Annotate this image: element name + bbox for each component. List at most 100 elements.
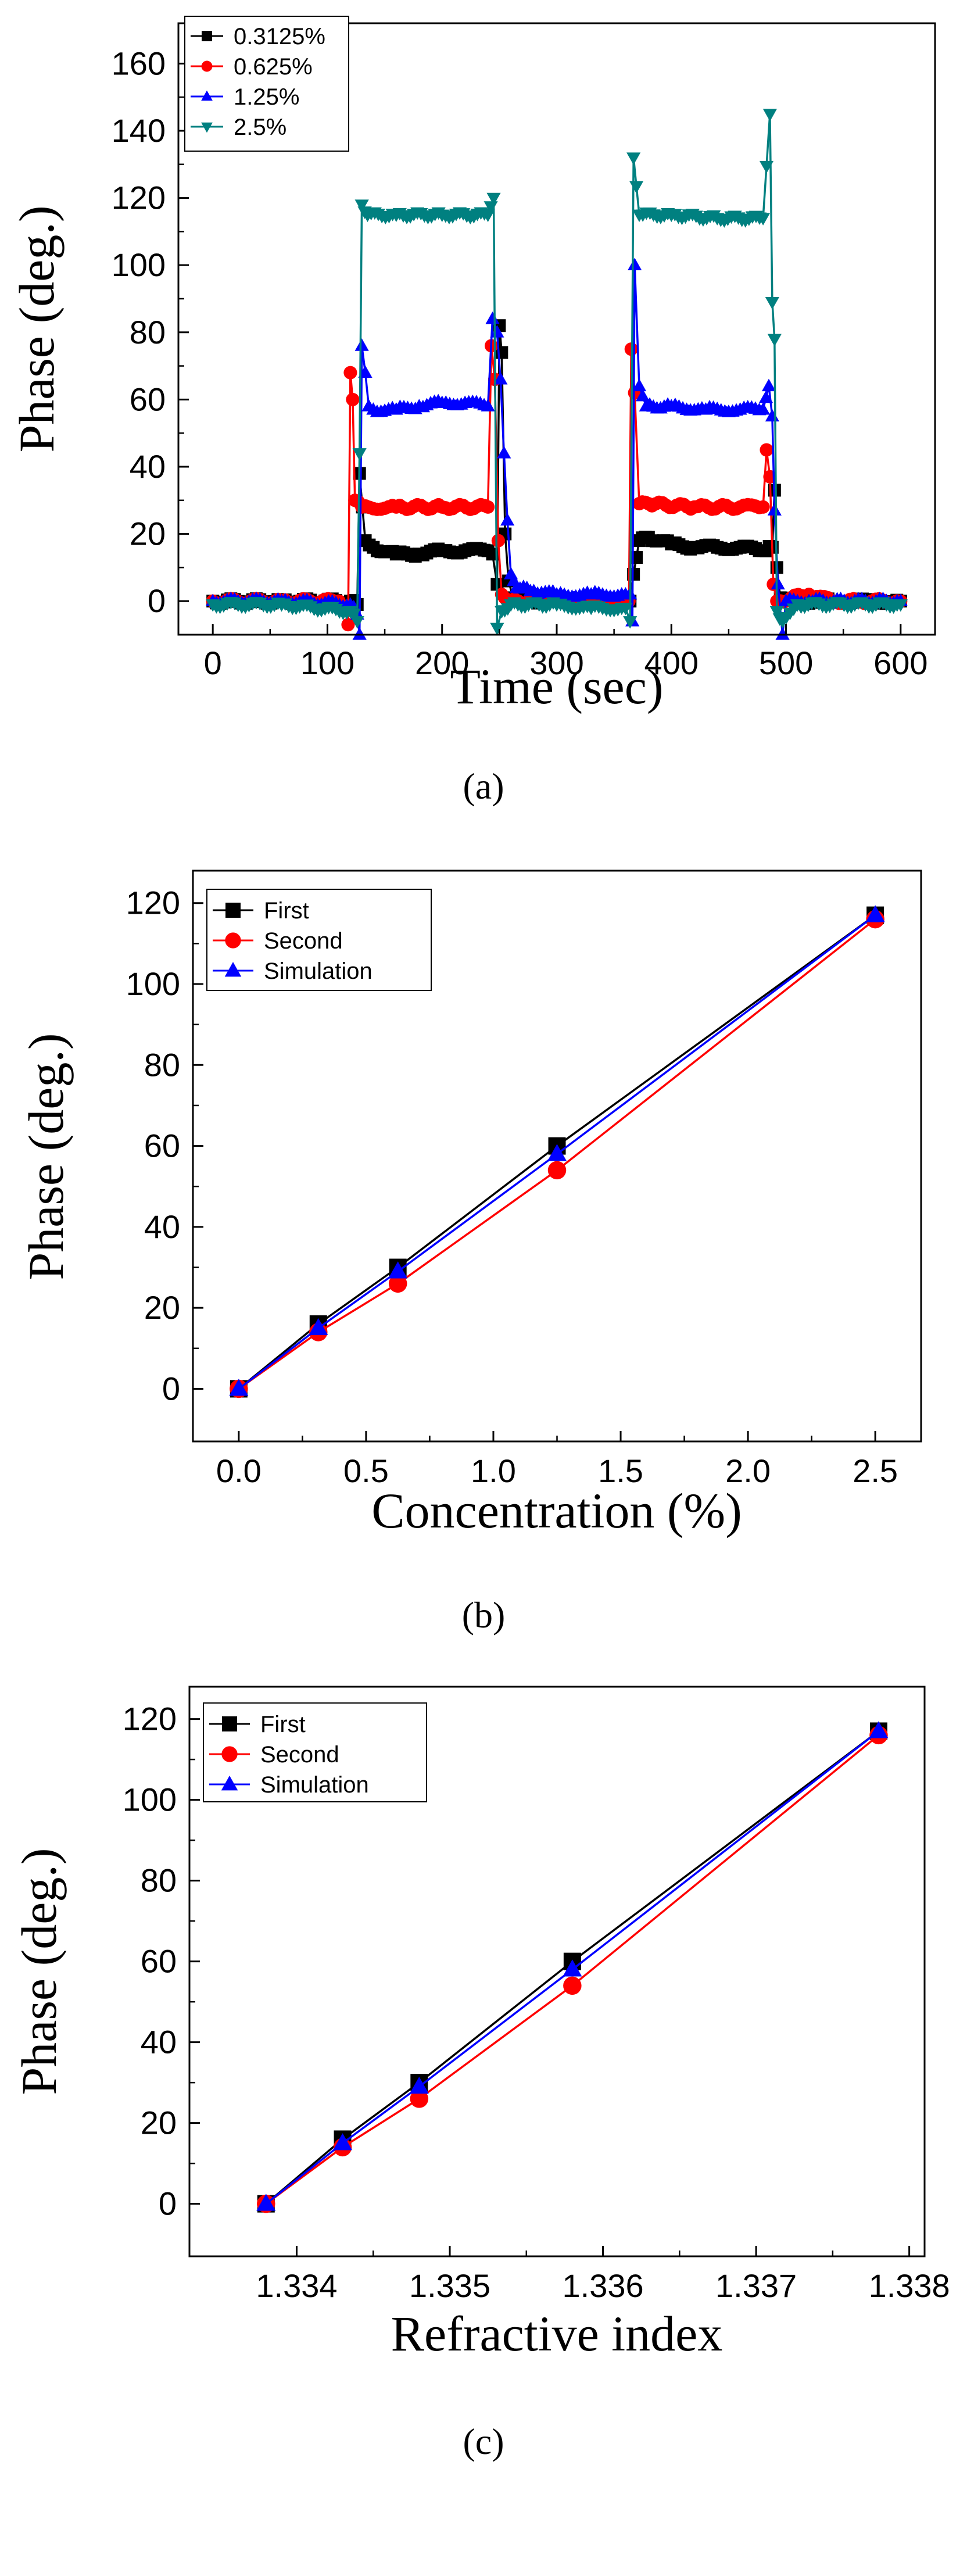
chart-c-legend-item-0: First [209, 1712, 306, 1737]
chart-a-series-0 [206, 319, 907, 611]
chart-a-legend-label-3: 2.5% [234, 115, 286, 140]
chart-a-point-3-159 [767, 334, 782, 346]
chart-c-ytick-label-6: 120 [123, 1701, 177, 1737]
chart-a-point-2-149 [755, 402, 771, 415]
chart-a-xtick-label-2: 200 [415, 645, 469, 681]
chart-a-legend-marker-3 [201, 122, 213, 133]
chart-c-legend: First Second Simulation [203, 1702, 427, 1802]
chart-c-series [256, 1721, 889, 2213]
chart-a-ytick-label-8: 160 [112, 45, 166, 81]
chart-a-point-3-81 [490, 622, 504, 636]
chart-c-xlabel: Refractive index [391, 2306, 723, 2362]
chart-c-ytick-label-0: 0 [159, 2185, 177, 2222]
chart-a-series-3 [206, 109, 908, 636]
chart-a-point-2-155 [775, 627, 790, 640]
chart-a-xtick-label-0: 0 [204, 645, 222, 681]
chart-b-ytick-label-5: 100 [126, 965, 180, 1002]
chart-a-point-1-78 [481, 500, 495, 514]
chart-a-point-3-119 [629, 181, 644, 194]
chart-b: 0.0 0.5 1.0 1.5 2.0 2.5 0 20 40 60 80 100 120 Concen… [18, 870, 922, 1636]
chart-a-point-2-41 [352, 627, 367, 640]
chart-b-point-1-2 [388, 1274, 407, 1293]
chart-a-ticks: 0 100 200 300 400 500 600 0 20 40 60 80 100 120 140 160 [112, 45, 928, 681]
chart-a-ytick-label-7: 140 [112, 112, 166, 149]
chart-b-point-1-3 [547, 1161, 567, 1180]
chart-b-ytick-label-3: 60 [144, 1128, 180, 1164]
chart-b-legend-item-2: Simulation [213, 958, 373, 984]
chart-c-point-2-1 [333, 2133, 353, 2151]
chart-a-point-3-118 [626, 152, 641, 165]
chart-a-legend-label-2: 1.25% [234, 84, 299, 110]
chart-c-ytick-label-2: 40 [141, 2024, 177, 2060]
chart-c-legend-marker-1 [221, 1746, 238, 1762]
chart-c-legend-label-2: Simulation [260, 1772, 369, 1798]
chart-a-point-2-151 [761, 378, 776, 392]
chart-a-point-3-158 [765, 296, 779, 310]
chart-b-legend-marker-0 [225, 903, 241, 918]
chart-a-xtick-label-1: 100 [300, 645, 354, 681]
chart-b-legend: First Second Simulation [206, 889, 432, 991]
chart-a-series-line-3 [212, 113, 901, 629]
chart-a-legend-label-0: 0.3125% [234, 24, 325, 49]
chart-a-point-3-116 [618, 602, 633, 616]
chart-c-legend-entries: First Second Simulation [209, 1712, 369, 1798]
chart-a-point-2-43 [358, 365, 373, 378]
chart-b-ylabel: Phase (deg.) [18, 1033, 74, 1280]
chart-a-point-2-77 [490, 325, 504, 338]
chart-a-point-3-160 [769, 606, 784, 619]
chart-b-point-2-2 [388, 1261, 408, 1279]
chart-b-xtick-label-5: 2.5 [853, 1452, 898, 1489]
chart-b-legend-marker-2 [224, 962, 242, 977]
chart-a-legend-marker-2 [201, 90, 213, 101]
chart-a-xtick-label-3: 300 [529, 645, 583, 681]
chart-a-point-1-39 [343, 366, 357, 380]
chart-b-xtick-label-1: 0.5 [343, 1452, 389, 1489]
chart-c-series-2 [256, 1721, 889, 2211]
chart-a-xtick-label-6: 600 [873, 645, 927, 681]
chart-a-legend-item-2: 1.25% [191, 84, 299, 110]
chart-a-point-3-117 [623, 616, 637, 629]
chart-c-point-1-3 [563, 1976, 582, 1995]
chart-a-ytick-label-0: 0 [148, 582, 166, 619]
chart-a-point-3-41 [352, 448, 367, 461]
chart-b-legend-entries: First Second Simulation [213, 898, 373, 984]
chart-c-legend-marker-2 [221, 1776, 238, 1791]
chart-a-series [206, 109, 908, 640]
chart-c-point-1-2 [410, 2090, 429, 2108]
chart-a-point-2-116 [632, 378, 647, 392]
chart-a-ytick-label-4: 80 [130, 314, 166, 350]
chart-c-point-2-2 [409, 2076, 429, 2094]
chart-a-point-2-150 [758, 390, 773, 403]
chart-c-legend-box [203, 1702, 427, 1802]
chart-a-point-1-157 [760, 443, 773, 457]
chart-c-ytick-label-5: 100 [123, 1781, 177, 1818]
chart-a-point-3-156 [759, 160, 774, 174]
chart-a-point-3-40 [350, 616, 364, 629]
chart-a-legend-marker-1 [201, 60, 213, 72]
chart-a-point-1-156 [756, 500, 770, 514]
chart-b-ticks: 0.0 0.5 1.0 1.5 2.0 2.5 0 20 40 60 80 100 120 [126, 885, 898, 1489]
chart-a-point-1-81 [491, 534, 505, 548]
chart-a-point-2-76 [485, 312, 500, 324]
chart-a-point-1-38 [341, 618, 355, 632]
chart-b-point-2-1 [309, 1318, 328, 1335]
panel-label-b: (b) [462, 1594, 506, 1636]
chart-b-xtick-label-2: 1.0 [471, 1452, 516, 1489]
chart-a-legend-item-3: 2.5% [191, 115, 286, 140]
chart-b-ytick-label-6: 120 [126, 885, 180, 921]
chart-c-xtick-label-1: 1.335 [409, 2267, 490, 2304]
chart-a-ytick-label-1: 20 [130, 516, 166, 552]
chart-b-ytick-label-2: 40 [144, 1208, 180, 1245]
chart-a-point-1-40 [346, 392, 360, 406]
chart-c-xtick-label-2: 1.336 [562, 2267, 643, 2304]
chart-a-point-2-79 [497, 446, 511, 459]
chart-c-ytick-label-4: 80 [141, 1862, 177, 1899]
chart-a-legend-item-1: 0.625% [191, 54, 313, 80]
chart-b-legend-label-0: First [264, 898, 309, 924]
chart-a-legend: 0.3125% 0.625% 1.25% 2.5% [184, 16, 349, 152]
chart-a-ylabel: Phase (deg.) [9, 205, 65, 452]
chart-b-legend-label-1: Second [264, 928, 343, 954]
chart-a-point-2-78 [493, 372, 508, 385]
chart-a-point-2-80 [500, 513, 515, 526]
